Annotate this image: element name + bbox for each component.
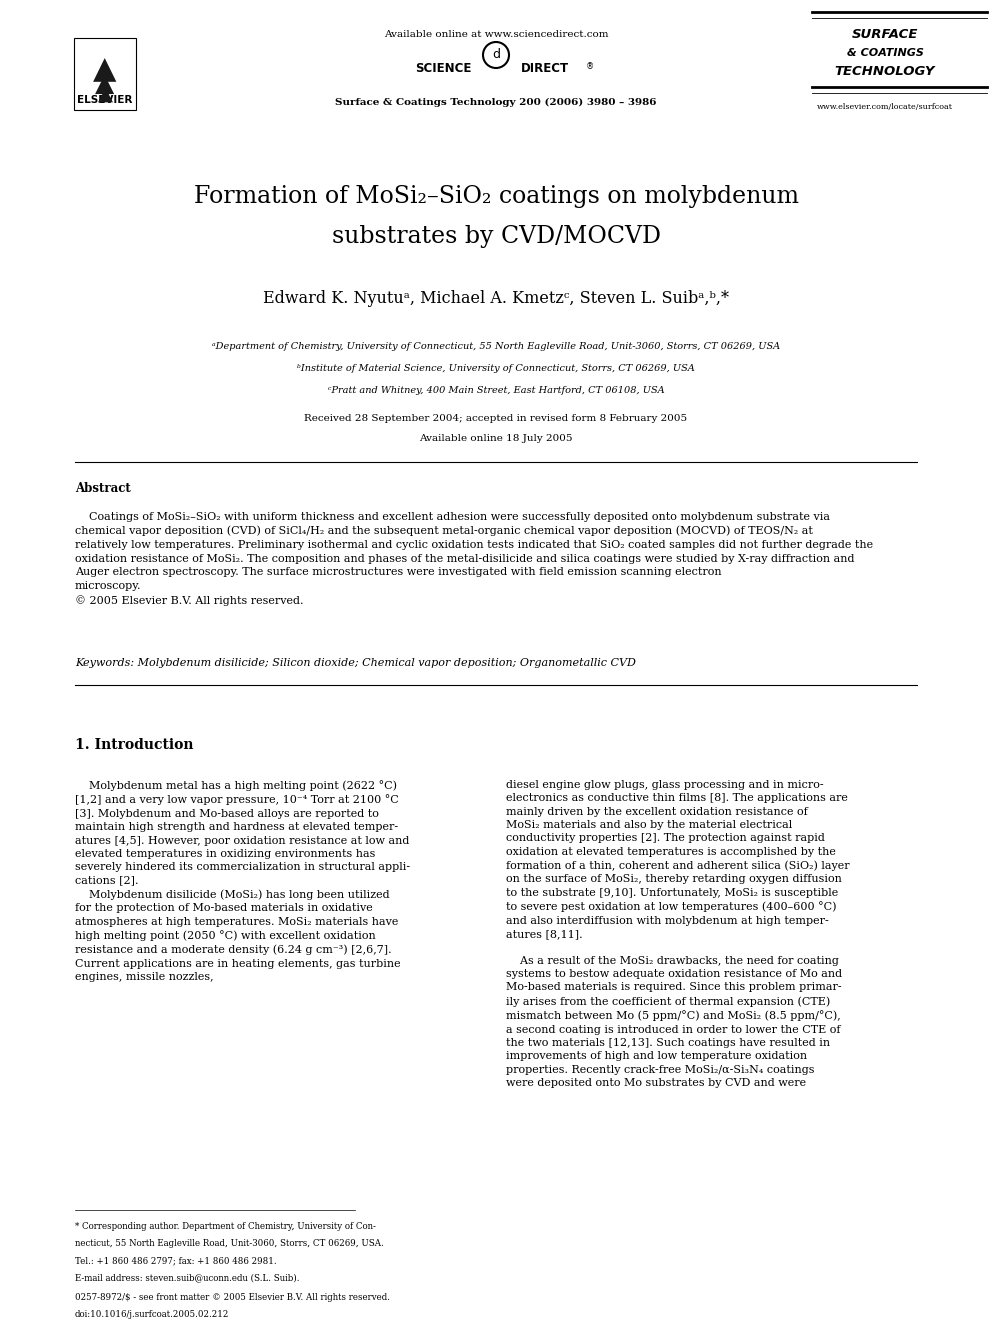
Text: ▲: ▲ [95,71,115,97]
Text: ELSEVIER: ELSEVIER [77,95,133,105]
Text: ®: ® [586,62,594,71]
Text: & COATINGS: & COATINGS [846,48,924,58]
Text: * Corresponding author. Department of Chemistry, University of Con-: * Corresponding author. Department of Ch… [75,1222,376,1230]
Text: Formation of MoSi₂–SiO₂ coatings on molybdenum: Formation of MoSi₂–SiO₂ coatings on moly… [193,185,799,208]
Text: E-mail address: steven.suib@uconn.edu (S.L. Suib).: E-mail address: steven.suib@uconn.edu (S… [75,1273,300,1282]
Text: DIRECT: DIRECT [521,62,569,75]
Text: ᶜPratt and Whitney, 400 Main Street, East Hartford, CT 06108, USA: ᶜPratt and Whitney, 400 Main Street, Eas… [327,386,665,396]
Text: 0257-8972/$ - see front matter © 2005 Elsevier B.V. All rights reserved.: 0257-8972/$ - see front matter © 2005 El… [75,1293,390,1302]
Text: Molybdenum metal has a high melting point (2622 °C)
[1,2] and a very low vapor p: Molybdenum metal has a high melting poin… [75,781,410,982]
Text: SURFACE: SURFACE [852,28,919,41]
Text: Coatings of MoSi₂–SiO₂ with uniform thickness and excellent adhesion were succes: Coatings of MoSi₂–SiO₂ with uniform thic… [75,512,873,606]
Text: www.elsevier.com/locate/surfcoat: www.elsevier.com/locate/surfcoat [817,103,953,111]
Text: necticut, 55 North Eagleville Road, Unit-3060, Storrs, CT 06269, USA.: necticut, 55 North Eagleville Road, Unit… [75,1240,384,1248]
Text: ᵇInstitute of Material Science, University of Connecticut, Storrs, CT 06269, USA: ᵇInstitute of Material Science, Universi… [298,364,694,373]
Text: Surface & Coatings Technology 200 (2006) 3980 – 3986: Surface & Coatings Technology 200 (2006)… [335,98,657,107]
Text: 1. Introduction: 1. Introduction [75,738,193,751]
Text: SCIENCE: SCIENCE [415,62,471,75]
Text: Available online 18 July 2005: Available online 18 July 2005 [420,434,572,443]
Text: Edward K. Nyutuᵃ, Michael A. Kmetzᶜ, Steven L. Suibᵃ,ᵇ,*: Edward K. Nyutuᵃ, Michael A. Kmetzᶜ, Ste… [263,290,729,307]
Text: substrates by CVD/MOCVD: substrates by CVD/MOCVD [331,225,661,247]
Text: Abstract: Abstract [75,482,131,495]
Text: doi:10.1016/j.surfcoat.2005.02.212: doi:10.1016/j.surfcoat.2005.02.212 [75,1310,229,1319]
Text: Keywords: Molybdenum disilicide; Silicon dioxide; Chemical vapor deposition; Org: Keywords: Molybdenum disilicide; Silicon… [75,658,636,668]
Text: d: d [492,49,500,61]
Text: Available online at www.sciencedirect.com: Available online at www.sciencedirect.co… [384,30,608,38]
Text: ▲: ▲ [97,85,112,105]
Text: ᵃDepartment of Chemistry, University of Connecticut, 55 North Eagleville Road, U: ᵃDepartment of Chemistry, University of … [212,343,780,351]
Text: ▲: ▲ [93,56,117,83]
Text: TECHNOLOGY: TECHNOLOGY [834,65,935,78]
Text: Tel.: +1 860 486 2797; fax: +1 860 486 2981.: Tel.: +1 860 486 2797; fax: +1 860 486 2… [75,1256,277,1265]
Text: Received 28 September 2004; accepted in revised form 8 February 2005: Received 28 September 2004; accepted in … [305,414,687,423]
Text: diesel engine glow plugs, glass processing and in micro-
electronics as conducti: diesel engine glow plugs, glass processi… [506,781,849,1088]
